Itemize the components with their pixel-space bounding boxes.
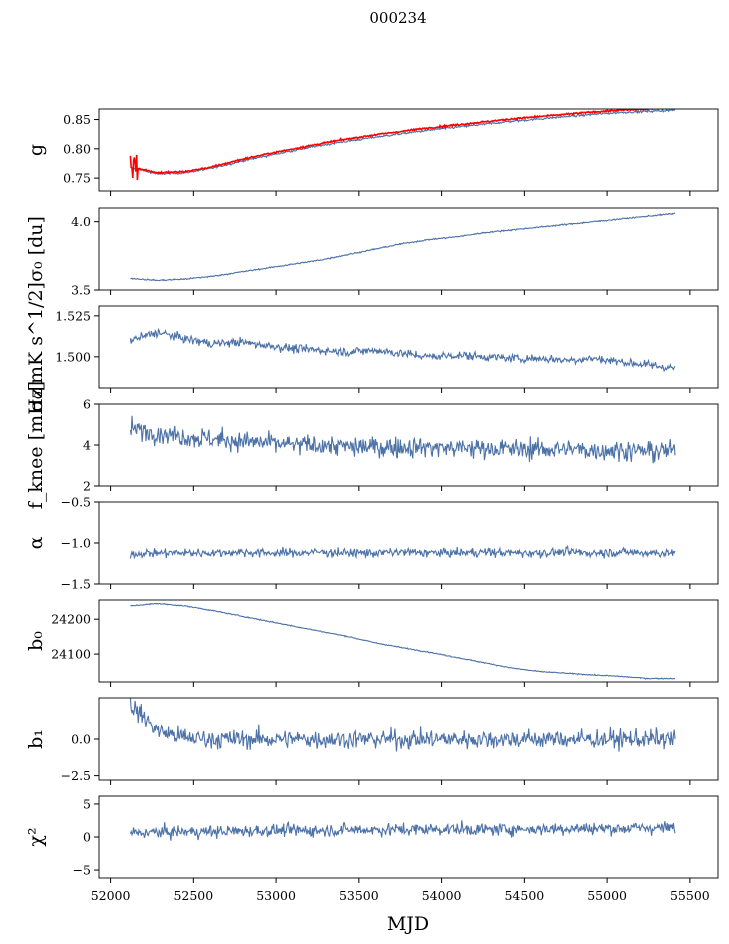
series-line-6-1 [130,602,676,680]
y-tick-label: 0.0 [71,732,91,747]
y-axis-label: f_knee [mHz] [25,381,47,509]
series-line-1-1 [130,109,676,176]
x-tick-label: 53500 [339,888,379,903]
series-line-1-2 [129,109,674,181]
subplot-4: 2 4 6 f_knee [mHz] [25,381,719,509]
series-line-8-1 [129,820,676,841]
x-tick-label: 55500 [670,888,710,903]
figure-title: 000234 [369,9,426,27]
series-line-2-1 [130,212,676,282]
y-axis-label: b₁ [25,729,47,749]
subplot-1: 0.75 0.80 0.85 g [25,108,719,196]
y-tick-label: 4.0 [71,214,91,229]
series-line-5-1 [129,544,676,560]
y-tick-label: 4 [83,438,91,453]
y-axis-label: g [25,144,47,156]
x-tick-label: 55000 [587,888,627,903]
y-tick-label: 24200 [51,612,91,627]
y-tick-label: 5 [83,796,91,811]
axes-frame [98,207,719,291]
subplot-7: −2.5 0.0 b₁ [25,697,719,785]
y-tick-label: 0.85 [63,112,91,127]
axes-frame [98,305,719,389]
subplot-8: −5 0 5 χ² [25,795,719,883]
y-tick-label: −0.5 [61,495,91,510]
y-tick-label: 2 [83,479,91,494]
axes-frame [98,599,719,683]
subplot-3: 1.500 1.525 σ₀[mK s^1/2] [25,282,719,412]
x-tick-label: 54500 [504,888,544,903]
x-tick-label: 52000 [91,888,131,903]
y-axis-label: α [25,536,47,549]
y-tick-label: 3.5 [71,283,91,298]
series-line-3-1 [129,327,676,373]
y-tick-label: 1.500 [55,349,91,364]
y-tick-label: −1.5 [61,577,91,592]
y-tick-label: 0 [83,830,91,845]
y-tick-label: 0.75 [63,171,91,186]
subplot-6: 24100 24200 b₀ [25,599,719,687]
x-axis: 52000 52500 53000 53500 54000 54500 55000 55500 [91,888,710,903]
y-tick-label: −5 [73,863,91,878]
y-tick-label: −1.0 [61,536,91,551]
y-axis-label: χ² [25,827,47,846]
y-tick-label: 24100 [51,647,91,662]
axes-frame [98,501,719,585]
x-tick-label: 52500 [173,888,213,903]
x-axis-label: MJD [387,913,429,935]
y-axis-label: b₀ [25,631,47,651]
y-axis-label: σ₀ [du] [25,216,47,282]
subplot-5: −1.5 −1.0 −0.5 α [25,495,719,592]
y-tick-label: −2.5 [61,768,91,783]
y-tick-label: 0.80 [63,141,91,156]
series-line-4-1 [129,415,676,464]
subplot-2: 3.5 4.0 σ₀ [du] [25,207,719,298]
x-tick-label: 54000 [422,888,462,903]
series-line-7-1 [129,698,676,752]
axes-frame [98,108,719,192]
x-tick-label: 53000 [256,888,296,903]
axes-frame [98,795,719,879]
y-tick-label: 1.525 [55,308,91,323]
y-axis-label: σ₀[mK s^1/2] [25,282,47,412]
y-tick-label: 6 [83,397,91,412]
subplot-stack: 0.75 0.80 0.85 g 3.5 4.0 σ₀ [du] 1.500 1.525 σ₀[m… [25,108,719,883]
